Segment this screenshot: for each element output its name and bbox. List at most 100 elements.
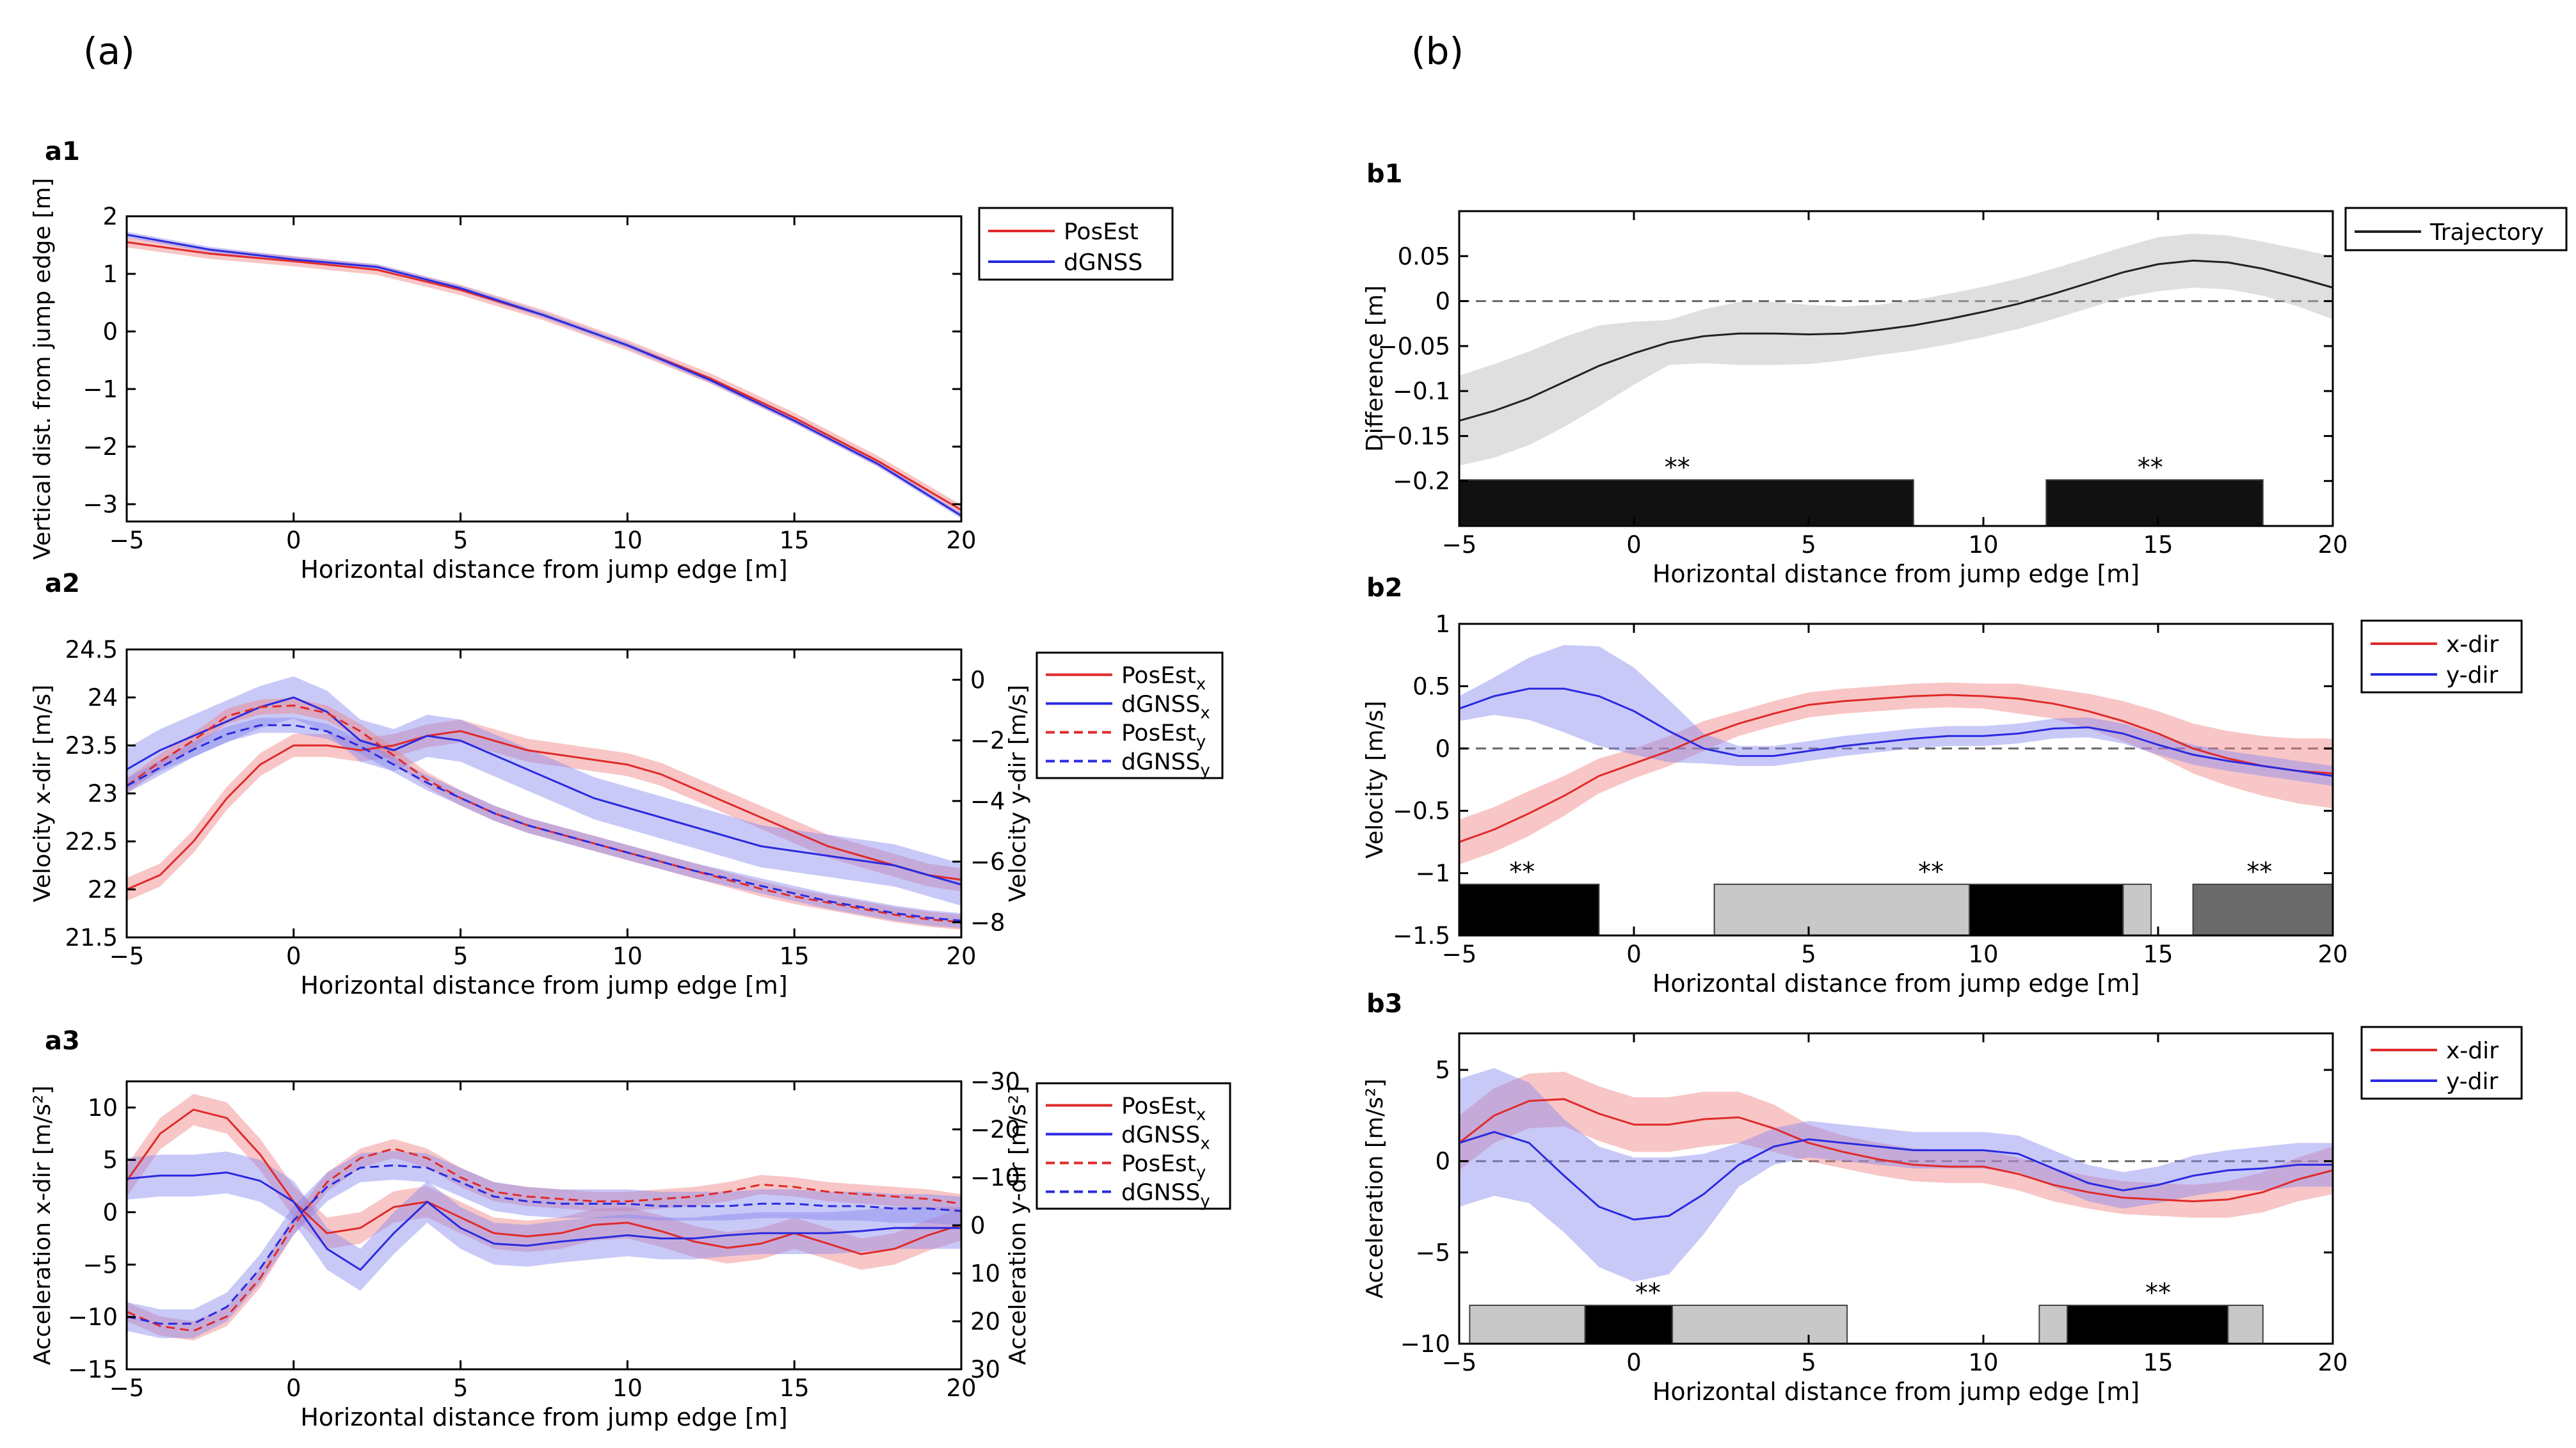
series-line-a2-3 (126, 724, 962, 922)
sig-label-b2-1: ** (1918, 857, 1944, 887)
y-tick-label-a2-6: 24.5 (65, 636, 118, 664)
y-tick-label-b1-3: −0.1 (1393, 378, 1450, 405)
y2-tick-label-a2-4: 0 (970, 666, 986, 694)
series-line-a3-1 (126, 1171, 961, 1271)
y2-axis-label-a2: Velocity y-dir [m/s] (1005, 685, 1031, 902)
y-tick-label-a3-5: 10 (88, 1094, 118, 1122)
panel-label-b2: b2 (1366, 573, 1402, 603)
series-line-b2-1 (1459, 687, 2333, 777)
panel-label-a3: a3 (45, 1026, 80, 1056)
sig-label-b2-0: ** (1509, 857, 1535, 887)
y2-tick-label-a3-2: 10 (970, 1260, 1000, 1287)
y2-tick-label-a3-6: −30 (970, 1068, 1020, 1095)
y-tick-label-a3-4: 5 (102, 1147, 118, 1174)
legend-subscript: x (1196, 1106, 1206, 1125)
y-axis-label-b2: Velocity [m/s] (1362, 701, 1388, 859)
panel-label-b1: b1 (1366, 159, 1402, 189)
series-line-a3-3 (126, 1164, 962, 1325)
y-axis-label-a2: Velocity x-dir [m/s] (29, 685, 56, 902)
panel-label-b3: b3 (1366, 989, 1402, 1019)
sig-bar-b3-3 (2038, 1305, 2068, 1344)
x-tick-label-b2-4: 15 (2143, 941, 2173, 968)
y-tick-label-a2-3: 23 (88, 780, 118, 808)
series-line-a2-1 (126, 696, 962, 886)
y-tick-label-b2-4: −1 (1415, 860, 1450, 887)
y-tick-label-a1-2: 0 (102, 318, 118, 346)
legend-subscript: y (1200, 1192, 1210, 1211)
sig-bar-b3-2 (1672, 1305, 1848, 1344)
y2-tick-label-a2-2: −4 (970, 788, 1005, 815)
y2-tick-label-a3-0: 30 (970, 1356, 1000, 1383)
y-axis-label-a1: Vertical dist. from jump edge [m] (29, 178, 56, 560)
legend-label-a2-3: dGNSSy (1121, 749, 1210, 781)
x-tick-label-b3-2: 5 (1801, 1349, 1816, 1376)
x-tick-label-a2-0: −5 (109, 943, 145, 970)
x-tick-label-b2-5: 20 (2317, 941, 2348, 968)
x-tick-label-b1-2: 5 (1801, 531, 1816, 559)
series-line-a2-2 (126, 704, 962, 923)
y-tick-label-b3-3: −10 (1400, 1330, 1450, 1358)
y-tick-label-b2-0: 1 (1435, 610, 1450, 638)
series-line-b2-0 (1459, 694, 2333, 843)
sig-bar-b3-0 (1469, 1305, 1586, 1344)
y-tick-label-b1-0: 0.05 (1398, 243, 1450, 270)
plot-frame-b3 (1458, 1032, 2334, 1345)
legend-label-b1-0: Trajectory (2429, 219, 2544, 246)
x-tick-label-a3-4: 15 (780, 1374, 810, 1402)
y-tick-label-a3-2: −5 (83, 1251, 118, 1278)
sig-bar-b2-4 (2192, 884, 2334, 936)
legend-subscript: y (1196, 733, 1206, 752)
x-tick-label-a2-4: 15 (780, 943, 810, 970)
y-axis-label-a3: Acceleration x-dir [m/s²] (29, 1085, 56, 1365)
y2-tick-label-a3-1: 20 (970, 1308, 1000, 1335)
x-tick-label-b1-3: 10 (1968, 531, 1998, 559)
series-line-b3-1 (1459, 1131, 2333, 1221)
x-tick-label-b1-4: 15 (2143, 531, 2173, 559)
x-tick-label-b1-1: 0 (1626, 531, 1642, 559)
y-tick-label-a3-1: −10 (68, 1303, 118, 1331)
sig-bar-b2-1 (1713, 884, 1971, 936)
series-line-a2-0 (126, 729, 962, 891)
y-tick-label-a2-4: 23.5 (65, 732, 118, 760)
y-tick-label-a3-3: 0 (102, 1199, 118, 1227)
sig-bar-b2-3 (2122, 884, 2152, 936)
y-tick-label-b3-0: 5 (1435, 1056, 1450, 1084)
y2-tick-label-a3-4: −10 (970, 1164, 1020, 1191)
band-a3-3 (127, 1150, 961, 1339)
x-tick-label-b2-3: 10 (1968, 941, 1998, 968)
x-tick-label-b3-1: 0 (1626, 1349, 1642, 1376)
series-line-a1-0 (126, 241, 962, 511)
y-tick-label-a1-0: 2 (102, 203, 118, 230)
x-tick-label-b1-0: −5 (1442, 531, 1477, 559)
legend-label-a3-2: PosEsty (1121, 1151, 1206, 1182)
band-a2-2 (127, 697, 961, 930)
legend-box-a1 (978, 207, 1174, 281)
sig-bar-b3-1 (1584, 1305, 1674, 1344)
y-tick-label-a1-5: −3 (83, 491, 118, 518)
y-tick-label-b2-3: −0.5 (1393, 797, 1450, 825)
y-tick-label-a2-2: 22.5 (65, 828, 118, 855)
legend-label-a3-3: dGNSSy (1121, 1180, 1210, 1211)
panel-label-a2: a2 (45, 569, 80, 598)
band-b1-0 (1459, 234, 2333, 466)
y2-tick-label-a3-5: −20 (970, 1116, 1020, 1143)
legend-subscript: y (1196, 1163, 1206, 1182)
x-tick-label-a3-5: 20 (946, 1374, 976, 1402)
sig-bar-b1-1 (2045, 479, 2264, 527)
legend-label-a3-1: dGNSSx (1121, 1122, 1210, 1154)
legend-b3: x-dir y-dir (2360, 1026, 2523, 1100)
y-tick-label-b1-5: −0.2 (1393, 468, 1450, 495)
legend-label-a1-0: PosEst (1064, 219, 1139, 245)
sig-bar-b3-4 (2067, 1305, 2229, 1344)
x-axis-label-b2: Horizontal distance from jump edge [m] (1652, 969, 2140, 998)
sig-label-b1-0: ** (1665, 453, 1690, 482)
x-tick-label-b2-2: 5 (1801, 941, 1816, 968)
y2-tick-label-a2-0: −8 (970, 909, 1005, 936)
band-b3-1 (1459, 1068, 2333, 1282)
band-b2-0 (1459, 682, 2333, 864)
